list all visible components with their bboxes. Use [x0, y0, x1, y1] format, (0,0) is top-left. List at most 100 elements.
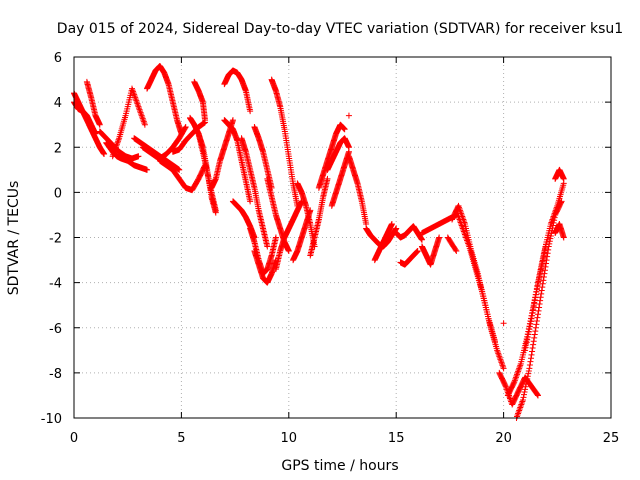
data-point — [141, 121, 148, 128]
data-point — [324, 175, 331, 182]
data-point — [524, 373, 531, 380]
data-point — [543, 260, 550, 267]
data-point — [545, 246, 552, 253]
data-point — [528, 315, 535, 322]
data-point — [525, 367, 532, 374]
data-point — [533, 317, 540, 324]
x-tick-label: 15 — [388, 431, 405, 446]
x-tick-label: 10 — [281, 431, 298, 446]
data-point — [537, 269, 544, 276]
data-point — [534, 391, 541, 398]
data-point — [560, 175, 567, 182]
y-tick-labels: -10 -8 -6 -4 -2 0 2 4 6 — [41, 51, 62, 427]
series-arc-28 — [307, 175, 331, 259]
series-arc-36 — [393, 223, 425, 243]
series-arc-8 — [139, 123, 189, 162]
data-point — [540, 253, 547, 260]
plot-frame — [73, 56, 612, 419]
y-tick-label: -6 — [49, 322, 62, 337]
data-point — [525, 328, 532, 335]
data-point — [537, 266, 544, 273]
y-axis-label: SDTVAR / TECUs — [6, 181, 22, 296]
data-point — [537, 297, 544, 304]
data-point — [176, 166, 183, 173]
data-point — [534, 311, 541, 318]
data-point — [388, 220, 395, 227]
y-tick-label: -8 — [49, 367, 62, 382]
series-arc-31 — [328, 148, 352, 209]
data-point — [247, 198, 254, 205]
data-point — [178, 130, 185, 137]
data-point — [529, 345, 536, 352]
data-point — [539, 258, 546, 265]
data-point — [101, 151, 108, 158]
series-arc-38 — [418, 234, 443, 268]
data-point — [522, 344, 529, 351]
data-point — [543, 257, 550, 264]
data-point — [531, 331, 538, 338]
data-point — [510, 380, 517, 387]
series-arc-40 — [449, 202, 507, 372]
data-point — [345, 112, 352, 119]
data-point — [436, 234, 443, 241]
data-point — [535, 276, 542, 283]
data-point — [533, 321, 540, 328]
data-point — [532, 328, 539, 335]
data-point — [525, 331, 532, 338]
data-point — [534, 392, 541, 399]
data-point — [414, 248, 421, 255]
data-point — [229, 117, 236, 124]
data-point — [558, 198, 565, 205]
series-arc-6 — [109, 85, 148, 160]
data-point — [532, 324, 539, 331]
data-point — [526, 323, 533, 330]
data-point — [536, 304, 543, 311]
data-point — [532, 291, 539, 298]
series-arc-37 — [397, 248, 421, 268]
series-arc-41 — [453, 207, 499, 345]
data-point — [500, 365, 507, 372]
data-point — [527, 355, 534, 362]
data-point — [536, 271, 543, 278]
data-point — [418, 236, 425, 243]
y-tick-label: 4 — [54, 96, 62, 111]
data-point — [534, 282, 541, 289]
series-arc-30 — [324, 135, 352, 173]
data-point — [532, 294, 539, 301]
y-tick-label: 6 — [54, 51, 62, 66]
data-point — [182, 123, 189, 130]
y-tick-label: 0 — [54, 186, 62, 201]
data-point — [247, 108, 254, 115]
data-point — [92, 130, 99, 137]
data-point — [285, 248, 292, 255]
data-point — [529, 348, 536, 355]
series-arc-14 — [191, 78, 209, 124]
data-point — [538, 287, 545, 294]
data-point — [538, 290, 545, 297]
data-point — [536, 274, 543, 281]
data-point — [534, 279, 541, 286]
x-tick-label: 20 — [495, 431, 512, 446]
data-point — [521, 391, 528, 398]
data-point — [536, 301, 543, 308]
data-point — [144, 166, 151, 173]
data-point — [272, 234, 279, 241]
grid-lines — [74, 57, 611, 418]
data-point — [530, 341, 537, 348]
data-point — [538, 263, 545, 270]
data-point — [535, 307, 542, 314]
data-point — [212, 209, 219, 216]
x-axis-label: GPS time / hours — [281, 458, 398, 474]
data-points — [71, 63, 567, 421]
series-arc-25 — [272, 198, 305, 273]
series-arc-47 — [552, 220, 567, 241]
data-point — [529, 309, 536, 316]
data-point — [530, 338, 537, 345]
data-point — [182, 124, 189, 131]
data-point — [96, 121, 103, 128]
data-point — [541, 267, 548, 274]
data-point — [524, 334, 531, 341]
data-point — [537, 294, 544, 301]
data-point — [526, 326, 533, 333]
